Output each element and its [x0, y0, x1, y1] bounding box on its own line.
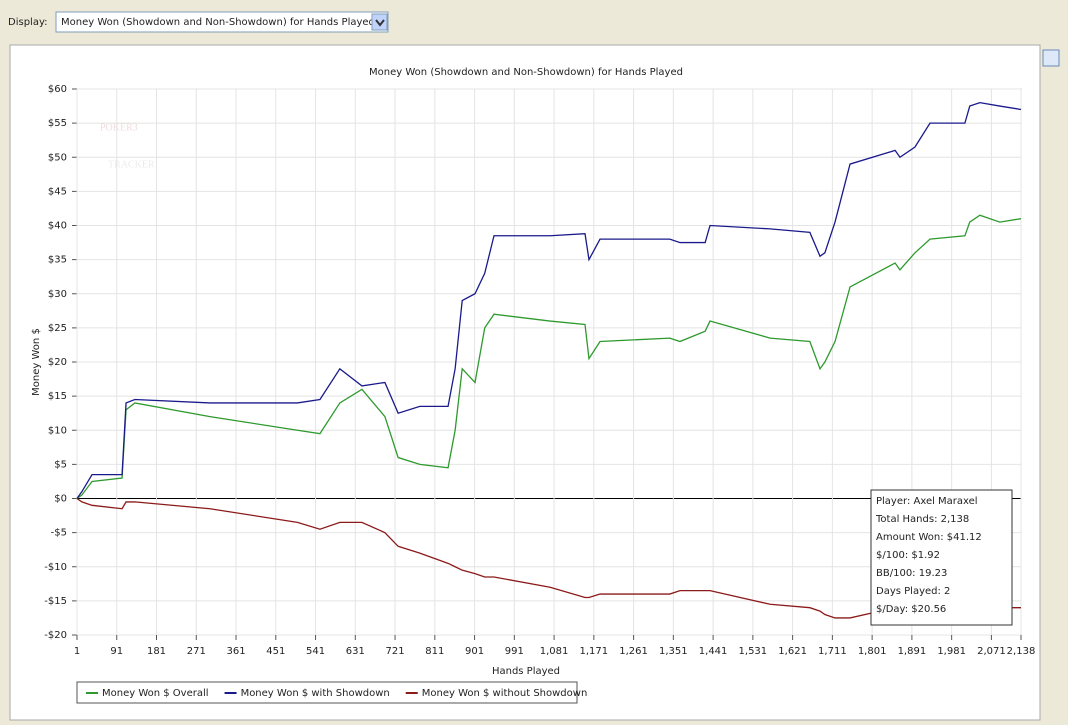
y-tick-label: -$15: [44, 596, 67, 607]
display-select[interactable]: [55, 11, 389, 33]
x-tick-label: 541: [306, 646, 325, 657]
x-tick-label: 901: [465, 646, 484, 657]
legend-label: Money Won $ Overall: [102, 688, 209, 699]
x-tick-label: 721: [386, 646, 405, 657]
y-tick-label: $40: [48, 221, 67, 232]
x-tick-label: 1,621: [778, 646, 807, 657]
expand-button[interactable]: [1042, 49, 1060, 67]
x-tick-label: 181: [147, 646, 166, 657]
x-tick-label: 811: [425, 646, 444, 657]
y-tick-label: $10: [48, 425, 67, 436]
x-tick-label: 1,351: [659, 646, 688, 657]
y-tick-label: $35: [48, 255, 67, 266]
x-tick-label: 271: [187, 646, 206, 657]
y-tick-label: $0: [54, 494, 67, 505]
y-tick-label: $5: [54, 459, 67, 470]
y-tick-label: $15: [48, 391, 67, 402]
y-tick-label: -$20: [44, 630, 67, 641]
x-tick-label: 991: [505, 646, 524, 657]
x-tick-label: 2,138: [1007, 646, 1036, 657]
x-tick-label: 91: [110, 646, 123, 657]
legend-label: Money Won $ without Showdown: [422, 688, 588, 699]
dropdown-arrow: [375, 19, 385, 27]
watermark: POKER3: [100, 122, 138, 133]
y-tick-label: $50: [48, 152, 67, 163]
y-tick-label: -$10: [44, 562, 67, 573]
display-label: Display:: [8, 17, 48, 28]
plot-layer: [72, 88, 1022, 640]
x-tick-label: 1,081: [540, 646, 569, 657]
y-tick-label: $55: [48, 118, 67, 129]
x-tick-label: 1,261: [619, 646, 648, 657]
x-tick-label: 2,071: [977, 646, 1006, 657]
y-tick-label: $30: [48, 289, 67, 300]
y-tick-label: $25: [48, 323, 67, 334]
info-line: $/Day: $20.56: [876, 604, 946, 615]
series-line: [76, 214, 1022, 500]
series-line: [76, 101, 1022, 499]
info-line: $/100: $1.92: [876, 550, 940, 561]
y-axis-label: Money Won $: [31, 328, 42, 396]
x-tick-label: 1,891: [898, 646, 927, 657]
info-line: Days Played: 2: [876, 586, 950, 597]
x-tick-label: 1,801: [858, 646, 887, 657]
y-tick-label: -$5: [51, 528, 67, 539]
info-box: [870, 489, 1013, 626]
y-tick-label: $20: [48, 357, 67, 368]
x-tick-label: 1,531: [739, 646, 768, 657]
x-tick-label: 1,711: [818, 646, 847, 657]
info-line: Amount Won: $41.12: [876, 532, 982, 543]
x-tick-label: 361: [226, 646, 245, 657]
x-tick-label: 1,171: [580, 646, 609, 657]
x-tick-label: 1,441: [699, 646, 728, 657]
x-tick-label: 1: [74, 646, 80, 657]
dropdown-button[interactable]: [371, 13, 388, 31]
x-tick-label: 631: [346, 646, 365, 657]
info-line: Total Hands: 2,138: [875, 514, 969, 525]
x-axis-label: Hands Played: [492, 666, 560, 677]
legend: [76, 681, 578, 704]
display-value[interactable]: Money Won (Showdown and Non-Showdown) fo…: [61, 17, 375, 28]
watermark: TRACKER: [108, 159, 155, 170]
y-tick-label: $45: [48, 186, 67, 197]
x-tick-label: 1,981: [937, 646, 966, 657]
info-line: BB/100: 19.23: [876, 568, 947, 579]
chart-title: Money Won (Showdown and Non-Showdown) fo…: [369, 67, 683, 78]
x-tick-label: 451: [266, 646, 285, 657]
y-tick-label: $60: [48, 84, 67, 95]
info-line: Player: Axel Maraxel: [876, 496, 978, 507]
legend-label: Money Won $ with Showdown: [241, 688, 390, 699]
